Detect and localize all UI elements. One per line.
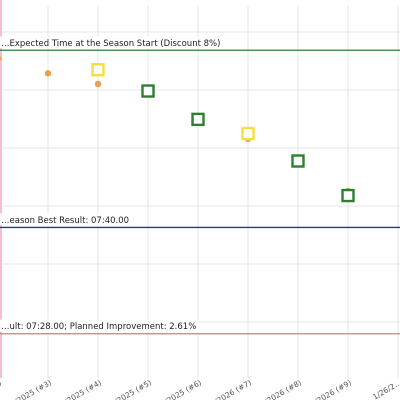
data-point-dot [0, 55, 2, 61]
reference-label: …Expected Time at the Season Start (Disc… [1, 39, 220, 49]
data-point-square [241, 126, 255, 141]
chart-grid [0, 6, 400, 378]
data-points [0, 55, 355, 203]
data-point-square [141, 84, 155, 98]
data-point-dot [44, 70, 52, 77]
reference-label-background [0, 36, 223, 49]
x-tick-label: 1/26/2… [371, 378, 400, 400]
x-tick-label: …) [0, 378, 3, 391]
reference-lines [0, 49, 400, 335]
x-tick-label: 1/19/2026 (#9) [298, 378, 353, 400]
reference-label: …eason Best Result: 07:40.00 [1, 216, 129, 226]
x-tick-label: 1/5/2026 (#7) [203, 378, 253, 400]
data-point-dot [94, 80, 102, 88]
reference-labels: …Expected Time at the Season Start (Disc… [0, 36, 223, 332]
data-point-square [291, 154, 305, 168]
x-tick-label: 12/8/2025 (#3) [0, 378, 53, 400]
x-tick-label: 1/12/2026 (#8) [248, 378, 303, 400]
data-point-square [91, 63, 105, 77]
data-point-square [191, 112, 205, 127]
x-tick-label: 12/15/2025 (#4) [44, 378, 103, 400]
season-start-band [0, 0, 2, 378]
reference-label-background [0, 213, 132, 226]
reference-label-background [0, 319, 199, 332]
x-tick-label: 12/29/2025 (#6) [144, 378, 203, 400]
reference-label: …ult: 07:28.00; Planned Improvement: 2.6… [1, 322, 196, 332]
highlight-band [0, 0, 2, 378]
x-tick-label: 12/22/2025 (#5) [94, 378, 153, 400]
data-point-square [341, 188, 355, 203]
x-axis-ticks: …)12/8/2025 (#3)12/15/2025 (#4)12/22/202… [0, 378, 400, 400]
